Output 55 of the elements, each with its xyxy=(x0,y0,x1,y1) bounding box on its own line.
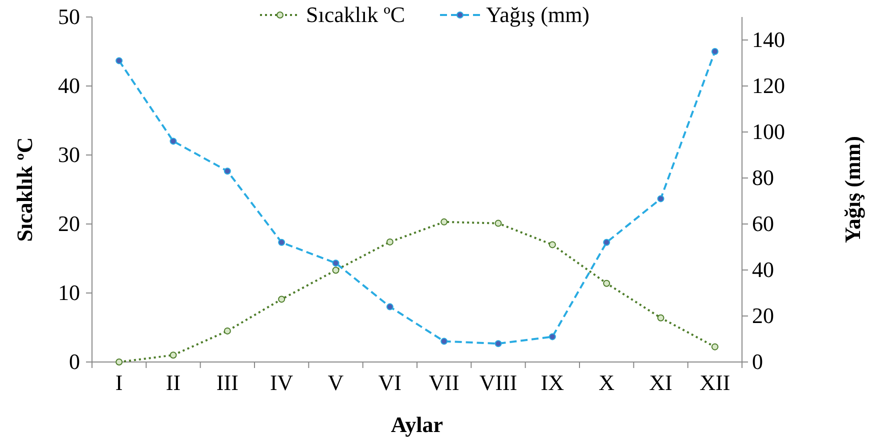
x-tick-label: VII xyxy=(428,370,460,395)
point xyxy=(548,333,556,340)
point xyxy=(494,220,502,227)
y2-tick-label: 20 xyxy=(752,303,774,328)
point xyxy=(657,314,664,322)
y-tick-label: 30 xyxy=(58,142,80,167)
y2-tick-label: 0 xyxy=(752,349,763,374)
y-tick-label: 20 xyxy=(58,211,80,236)
y-tick-label: 50 xyxy=(58,4,80,29)
y-tick-label: 10 xyxy=(58,280,80,305)
y2-tick-label: 40 xyxy=(752,257,774,282)
x-tick-label: VI xyxy=(378,370,402,395)
point xyxy=(386,303,394,310)
y2-tick-label: 100 xyxy=(752,119,785,144)
point xyxy=(386,238,394,246)
point xyxy=(224,168,231,175)
legend-label: Sıcaklık ºC xyxy=(306,2,406,27)
point xyxy=(657,195,664,202)
point xyxy=(278,238,286,246)
point xyxy=(170,352,177,359)
y2-axis-title: Yağış (mm) xyxy=(840,136,865,243)
x-tick-label: IX xyxy=(540,370,564,395)
point xyxy=(224,327,231,334)
point xyxy=(440,218,448,226)
x-tick-label: III xyxy=(216,370,238,395)
point xyxy=(548,241,556,248)
legend-label: Yağış (mm) xyxy=(486,2,590,27)
point xyxy=(116,358,123,366)
y2-tick-label: 140 xyxy=(752,27,785,52)
x-tick-label: V xyxy=(328,370,344,395)
y-tick-label: 40 xyxy=(58,73,80,98)
point xyxy=(278,296,286,303)
x-axis-title: Aylar xyxy=(390,412,444,437)
point xyxy=(170,138,177,145)
point xyxy=(494,340,502,348)
x-tick-label: XI xyxy=(649,370,672,395)
point xyxy=(440,338,448,345)
point xyxy=(332,266,340,274)
x-tick-label: I xyxy=(115,370,123,395)
point xyxy=(332,260,340,267)
point xyxy=(603,238,610,246)
x-tick-label: VIII xyxy=(479,370,518,395)
x-tick-label: IV xyxy=(270,370,294,395)
x-tick-label: II xyxy=(166,370,181,395)
x-tick-label: X xyxy=(598,370,615,395)
y2-tick-label: 60 xyxy=(752,211,774,236)
y-axis-title: Sıcaklık ºC xyxy=(12,137,37,242)
x-tick-label: XII xyxy=(700,370,730,395)
y2-tick-label: 80 xyxy=(752,165,774,190)
point xyxy=(603,280,610,287)
point xyxy=(116,57,123,64)
point xyxy=(711,343,718,350)
point xyxy=(711,48,718,55)
y-tick-label: 0 xyxy=(69,349,80,374)
y2-tick-label: 120 xyxy=(752,73,785,98)
